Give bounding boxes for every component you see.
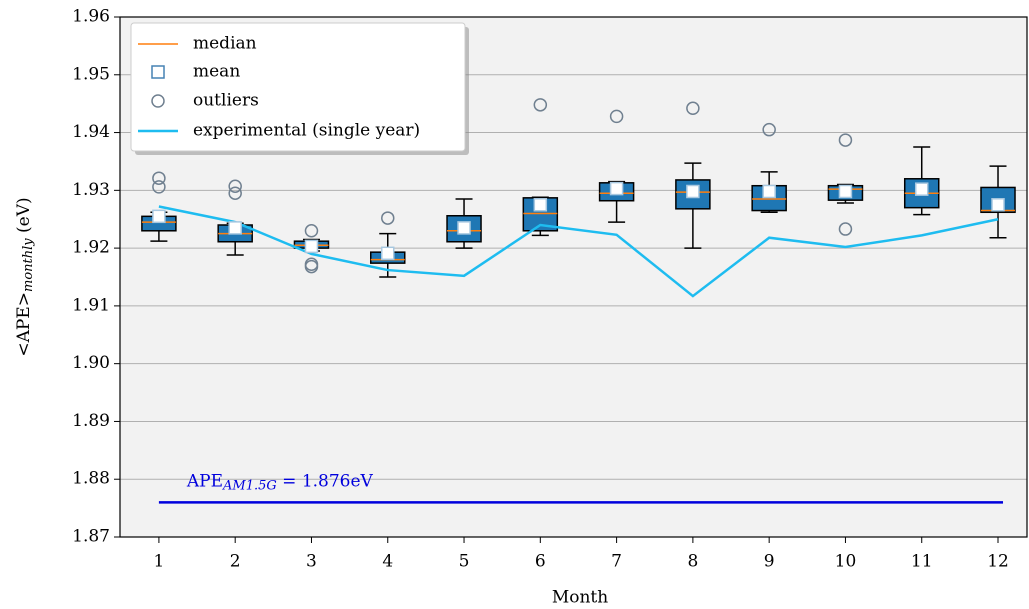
y-tick-label: 1.94 <box>72 122 110 142</box>
y-tick-label: 1.87 <box>72 527 110 547</box>
outlier <box>304 224 319 238</box>
mean-marker <box>609 181 624 196</box>
outlier <box>228 186 242 200</box>
mean-marker <box>304 239 319 254</box>
marks: APEAM1.5G = 1.876eV <box>141 98 1016 504</box>
outlier <box>152 171 166 185</box>
x-tick-label: 1 <box>153 552 164 572</box>
legend-label: mean <box>193 62 240 82</box>
mean-marker <box>686 184 700 199</box>
y-tick-label: 1.88 <box>72 469 110 489</box>
outlier <box>381 211 395 225</box>
y-tick-label: 1.91 <box>72 295 110 315</box>
reference-label-sub: AM1.5G <box>222 478 277 493</box>
x-tick-label: 2 <box>230 552 241 572</box>
y-axis-label: <APE>monthly (eV) <box>14 197 36 356</box>
y-tick-label: 1.96 <box>72 7 110 27</box>
axes-frame <box>119 16 1028 538</box>
outlier <box>762 122 776 137</box>
x-tick-label: 4 <box>382 552 393 572</box>
mean-marker <box>152 209 166 224</box>
x-tick-label: 7 <box>611 552 622 572</box>
outlier <box>838 133 853 147</box>
x-tick-label: 8 <box>687 552 698 572</box>
legend-box <box>130 22 466 152</box>
x-tick-label: 6 <box>535 552 546 572</box>
y-label-main: <APE> <box>14 292 34 357</box>
mean-marker <box>381 246 395 261</box>
outlier <box>228 179 242 194</box>
x-tick-label: 11 <box>911 552 933 572</box>
mean-marker <box>228 221 242 235</box>
box <box>980 186 1016 214</box>
y-tick-label: 1.93 <box>72 180 110 200</box>
x-tick-label: 12 <box>987 552 1009 572</box>
y-tick-label: 1.90 <box>72 353 110 373</box>
legend-label: outliers <box>193 91 259 111</box>
reference-label: APEAM1.5G = 1.876eV <box>186 471 374 493</box>
outlier <box>304 259 319 274</box>
y-tick-label: 1.95 <box>72 64 110 84</box>
mean-marker <box>533 198 548 212</box>
mean-marker <box>991 198 1005 212</box>
x-tick-label: 10 <box>835 552 857 572</box>
outlier <box>152 180 166 194</box>
legend-mean-swatch <box>151 65 165 79</box>
reference-label-main: APE <box>186 471 223 491</box>
outlier <box>686 101 700 116</box>
x-axis-label: Month <box>552 588 608 608</box>
legend-label: experimental (single year) <box>193 121 420 141</box>
x-tick-label: 9 <box>764 552 775 572</box>
legend: median mean outliers experimental (single y… <box>130 22 469 155</box>
legend-outlier-swatch <box>151 94 165 108</box>
outlier <box>609 109 624 124</box>
x-tick-label: 3 <box>306 552 317 572</box>
outlier <box>838 222 853 236</box>
y-tick-label: 1.92 <box>72 238 110 258</box>
mean-marker <box>762 184 776 199</box>
x-tick-label: 5 <box>459 552 470 572</box>
outlier <box>533 98 548 112</box>
mean-marker <box>914 182 929 196</box>
mean-marker <box>838 184 853 199</box>
y-label-sub: monthly <box>21 238 36 292</box>
mean-marker <box>457 221 471 235</box>
y-tick-label: 1.89 <box>72 411 110 431</box>
reference-label-rest: = 1.876eV <box>277 471 374 491</box>
legend-label: median <box>193 34 257 54</box>
y-label-unit: (eV) <box>14 197 34 238</box>
experimental-line <box>158 205 999 298</box>
